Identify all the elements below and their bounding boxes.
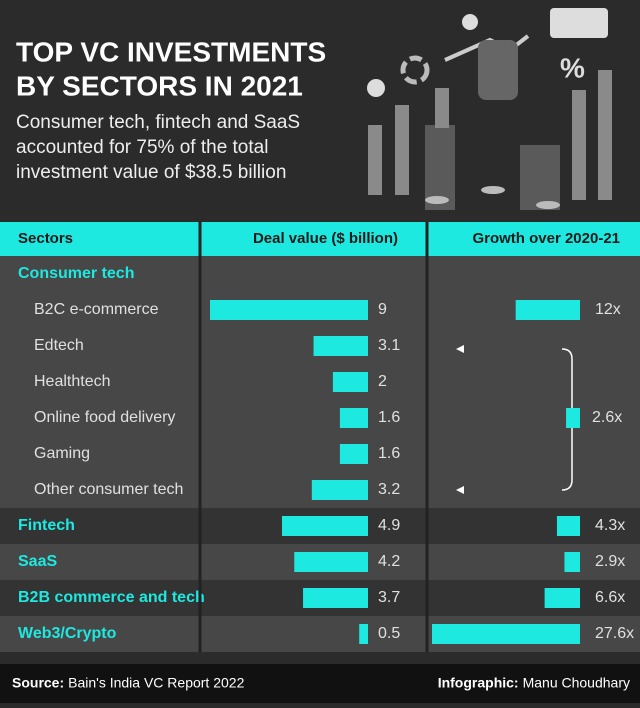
footer (0, 664, 640, 703)
growth-bar (556, 516, 580, 536)
deal-bar (339, 444, 368, 464)
source: Source: Bain's India VC Report 2022 (12, 674, 245, 690)
deal-bar (339, 408, 368, 428)
group-label: Consumer tech (18, 265, 134, 282)
growth-bar (544, 588, 580, 608)
deal-bar (313, 336, 368, 356)
deal-label: 9 (378, 301, 387, 318)
subtitle: accounted for 75% of the total (16, 137, 268, 158)
deal-bar (281, 516, 368, 536)
row-background (0, 256, 640, 292)
growth-bar (432, 624, 580, 644)
growth-bar (564, 552, 580, 572)
growth-label: 2.6x (592, 409, 622, 426)
group-label: Web3/Crypto (18, 625, 117, 642)
growth-label: 27.6x (595, 625, 634, 642)
row-background (0, 400, 640, 436)
credit: Infographic: Manu Choudhary (438, 674, 630, 690)
sector-label: Healthtech (34, 373, 111, 390)
column-header: Growth over 2020-21 (472, 230, 620, 247)
row-background (0, 364, 640, 400)
header-row (0, 222, 640, 256)
group-label: SaaS (18, 553, 57, 570)
deal-label: 2 (378, 373, 387, 390)
source-key: Source: (12, 674, 64, 690)
deal-label: 4.2 (378, 553, 400, 570)
credit-key: Infographic: (438, 674, 519, 690)
growth-label: 4.3x (595, 517, 625, 534)
column-header: Deal value ($ billion) (253, 230, 398, 247)
group-label: B2B commerce and tech (18, 589, 205, 606)
deal-bar (332, 372, 368, 392)
deal-bar (210, 300, 368, 320)
deal-label: 3.1 (378, 337, 400, 354)
growth-bar (566, 408, 580, 428)
svg-text:%: % (560, 52, 585, 83)
deal-bar (294, 552, 368, 572)
growth-label: 6.6x (595, 589, 625, 606)
title: BY SECTORS IN 2021 (16, 70, 303, 101)
deal-bar (359, 624, 368, 644)
sector-label: B2C e-commerce (34, 301, 159, 318)
subtitle: Consumer tech, fintech and SaaS (16, 112, 300, 133)
row-background (0, 436, 640, 472)
source-text: Bain's India VC Report 2022 (68, 674, 244, 690)
sector-label: Online food delivery (34, 409, 175, 426)
deal-label: 4.9 (378, 517, 400, 534)
column-header: Sectors (18, 230, 73, 247)
growth-bar (515, 300, 580, 320)
subtitle: investment value of $38.5 billion (16, 162, 286, 183)
growth-label: 2.9x (595, 553, 625, 570)
group-label: Fintech (18, 517, 75, 534)
deal-label: 3.2 (378, 481, 400, 498)
sector-label: Other consumer tech (34, 481, 183, 498)
deal-bar (311, 480, 368, 500)
title: TOP VC INVESTMENTS (16, 36, 326, 67)
sector-label: Gaming (34, 445, 90, 462)
deal-bar (303, 588, 368, 608)
deal-label: 3.7 (378, 589, 400, 606)
illustration: % (367, 8, 612, 210)
sector-label: Edtech (34, 337, 84, 354)
deal-label: 1.6 (378, 409, 400, 426)
growth-label: 12x (595, 301, 621, 318)
credit-text: Manu Choudhary (523, 674, 630, 690)
deal-label: 1.6 (378, 445, 400, 462)
deal-label: 0.5 (378, 625, 400, 642)
